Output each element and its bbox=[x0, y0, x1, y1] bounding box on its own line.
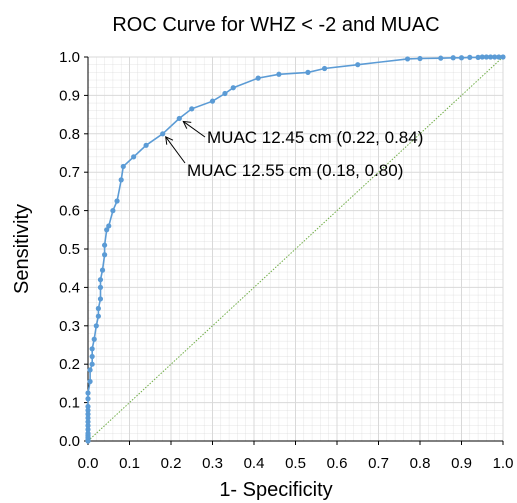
x-tick-label: 0.8 bbox=[410, 455, 431, 472]
roc-point bbox=[276, 71, 282, 77]
roc-point bbox=[85, 419, 91, 425]
x-tick-label: 0.3 bbox=[202, 455, 223, 472]
roc-point bbox=[475, 54, 481, 60]
roc-point bbox=[87, 378, 93, 385]
y-tick-label: 0.3 bbox=[59, 318, 80, 335]
y-tick-label: 0.6 bbox=[59, 203, 80, 220]
x-tick-label: 0.0 bbox=[78, 455, 99, 472]
y-tick-label: 0.9 bbox=[59, 87, 80, 104]
roc-point bbox=[305, 69, 311, 75]
roc-point bbox=[176, 115, 182, 122]
roc-point bbox=[85, 403, 91, 410]
y-tick-label: 0.7 bbox=[59, 164, 80, 181]
roc-point bbox=[483, 54, 489, 60]
annotation-muac-12-55: MUAC 12.55 cm (0.18, 0.80) bbox=[187, 161, 403, 180]
roc-point bbox=[321, 65, 328, 72]
roc-point bbox=[120, 163, 126, 170]
roc-point bbox=[85, 423, 91, 429]
roc-point bbox=[404, 56, 411, 62]
y-tick-label: 0.0 bbox=[59, 433, 80, 450]
roc-point bbox=[143, 142, 149, 148]
x-tick-label: 0.7 bbox=[368, 455, 389, 472]
roc-point bbox=[355, 62, 361, 68]
roc-point bbox=[492, 54, 498, 60]
roc-point bbox=[91, 336, 97, 342]
x-tick-label: 0.1 bbox=[119, 455, 140, 472]
roc-point bbox=[97, 296, 104, 302]
reference-diagonal-line bbox=[87, 56, 504, 442]
y-tick-label: 1.0 bbox=[59, 49, 80, 66]
x-tick-label: 0.9 bbox=[451, 455, 472, 472]
roc-point bbox=[110, 208, 116, 214]
roc-point bbox=[230, 85, 236, 91]
roc-point bbox=[479, 54, 485, 60]
annotation-arrow-12-45 bbox=[183, 121, 206, 138]
roc-point bbox=[114, 198, 120, 204]
roc-point bbox=[87, 367, 93, 373]
x-axis-label: 1- Specificity bbox=[219, 479, 332, 501]
annotation-muac-12-45: MUAC 12.45 cm (0.22, 0.84) bbox=[207, 128, 423, 147]
roc-point bbox=[209, 98, 216, 104]
major-gridlines bbox=[88, 56, 504, 441]
x-tick-label: 1.0 bbox=[493, 455, 514, 472]
roc-point bbox=[89, 361, 95, 367]
roc-point bbox=[85, 396, 91, 402]
roc-point bbox=[189, 106, 195, 112]
roc-point bbox=[95, 313, 101, 319]
roc-point bbox=[450, 55, 456, 61]
y-tick-label: 0.1 bbox=[59, 395, 80, 412]
roc-point bbox=[255, 75, 261, 81]
x-tick-label: 0.2 bbox=[161, 455, 182, 472]
roc-point bbox=[458, 55, 465, 61]
roc-point bbox=[85, 407, 91, 413]
x-tick-label: 0.4 bbox=[244, 455, 265, 472]
roc-point bbox=[85, 430, 91, 436]
annotation-arrow-12-55 bbox=[165, 136, 186, 164]
roc-point bbox=[97, 277, 104, 283]
roc-point bbox=[104, 227, 110, 233]
annotation-arrow-12-45-head bbox=[182, 120, 192, 129]
roc-point bbox=[500, 54, 506, 60]
roc-point bbox=[417, 55, 423, 62]
x-tick-label: 0.5 bbox=[285, 455, 306, 472]
roc-point bbox=[97, 284, 104, 290]
roc-point bbox=[95, 305, 101, 312]
roc-point bbox=[89, 346, 95, 352]
y-tick-label: 0.5 bbox=[59, 241, 80, 258]
roc-point bbox=[102, 252, 108, 258]
roc-point bbox=[118, 177, 124, 183]
x-tick-label: 0.6 bbox=[327, 455, 348, 472]
roc-point bbox=[93, 323, 99, 329]
y-axis-label: Sensitivity bbox=[11, 204, 33, 294]
roc-point bbox=[99, 267, 106, 273]
roc-point bbox=[85, 426, 91, 433]
roc-point bbox=[438, 55, 444, 61]
roc-point bbox=[496, 54, 502, 60]
annotation-arrow-12-55-head bbox=[165, 135, 174, 145]
roc-point bbox=[85, 390, 91, 396]
roc-point bbox=[131, 154, 137, 160]
roc-point bbox=[85, 411, 91, 417]
roc-curve-points bbox=[85, 54, 506, 444]
roc-point bbox=[85, 415, 91, 421]
y-tick-label: 0.8 bbox=[59, 126, 80, 143]
roc-point bbox=[467, 54, 473, 60]
y-tick-label: 0.2 bbox=[59, 356, 80, 373]
roc-point bbox=[102, 242, 108, 248]
roc-point bbox=[487, 54, 494, 60]
y-tick-labels: 0.0 0.1 0.2 0.3 0.4 0.5 0.6 0.7 0.8 0.9 1.0 bbox=[59, 49, 80, 450]
roc-point bbox=[160, 131, 166, 137]
roc-point bbox=[222, 90, 228, 97]
chart-title: ROC Curve for WHZ < -2 and MUAC bbox=[112, 14, 439, 36]
roc-point bbox=[106, 223, 112, 229]
annotation-arrows bbox=[165, 120, 206, 164]
x-tick-labels: 0.0 0.1 0.2 0.3 0.4 0.5 0.6 0.7 0.8 0.9 1.0 bbox=[78, 455, 514, 472]
y-tick-label: 0.4 bbox=[59, 279, 80, 296]
roc-point bbox=[89, 353, 95, 360]
